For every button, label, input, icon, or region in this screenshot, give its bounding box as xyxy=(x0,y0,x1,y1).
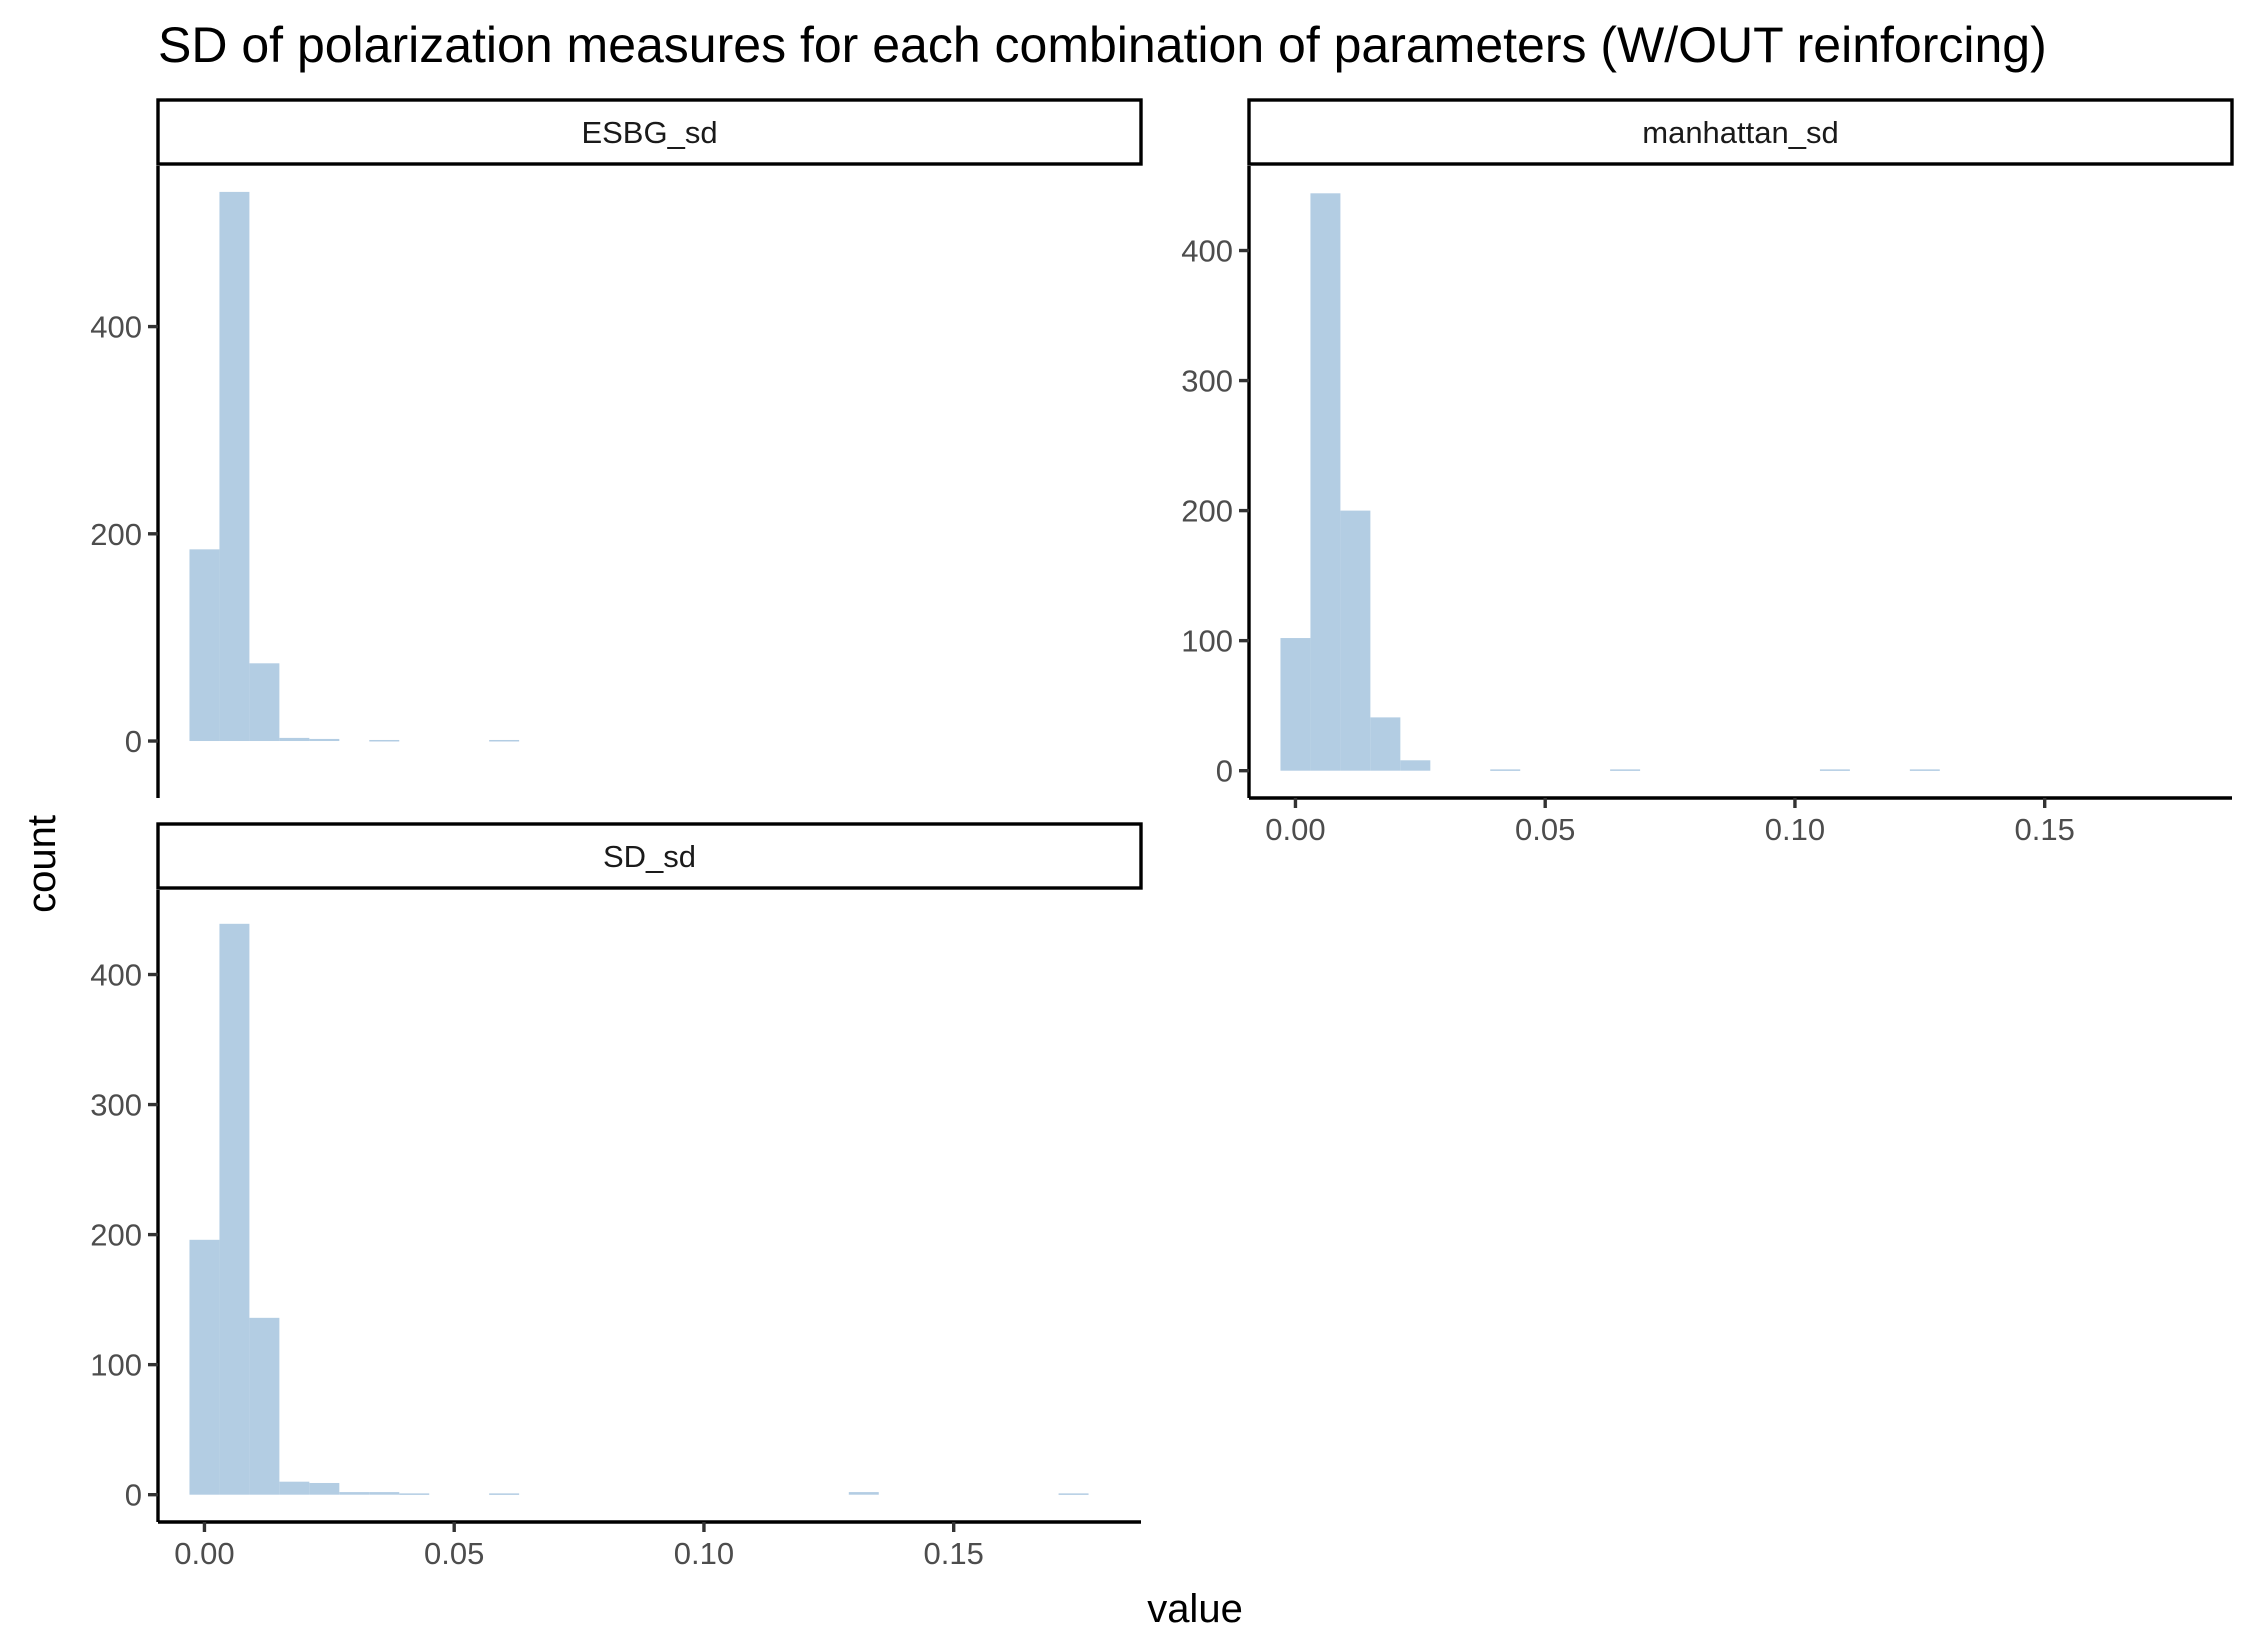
histogram-bar xyxy=(1058,1493,1089,1495)
y-tick-label: 200 xyxy=(1181,494,1233,529)
x-tick-label: 0.15 xyxy=(2015,812,2075,847)
histogram-bar xyxy=(1340,510,1371,771)
x-tick-label: 0.05 xyxy=(424,1536,484,1571)
y-tick-label: 0 xyxy=(125,724,142,759)
histogram-bar xyxy=(1310,193,1341,771)
y-tick-label: 100 xyxy=(90,1348,142,1383)
histogram-bar xyxy=(189,1239,220,1495)
panel-SD_sd: SD_sd 0 100 200 300 400 0.00 0.05 0.10 0.15 xyxy=(90,822,1143,1571)
histogram-bar xyxy=(1490,769,1521,771)
histogram-bar xyxy=(848,1492,879,1495)
panel-ESBG_sd: ESBG_sd 0 200 400 xyxy=(90,98,1143,798)
x-tick-label: 0.05 xyxy=(1515,812,1575,847)
histogram-bar xyxy=(1610,769,1641,771)
facet-strip-label: SD_sd xyxy=(603,839,696,874)
y-tick-label: 300 xyxy=(1181,364,1233,399)
y-axis-title: count xyxy=(20,815,64,913)
y-tick-label: 400 xyxy=(90,958,142,993)
histogram-bar xyxy=(279,737,310,742)
histogram-bar xyxy=(369,1492,400,1495)
histogram-bar xyxy=(189,549,220,742)
y-tick-label: 100 xyxy=(1181,624,1233,659)
histogram-bar xyxy=(399,1493,430,1495)
facet-panels: ESBG_sd 0 200 400 manhattan_sd 0 100 200 300 400 0… xyxy=(90,98,2234,1571)
y-tick-label: 0 xyxy=(125,1478,142,1513)
x-tick-label: 0.00 xyxy=(1265,812,1325,847)
histogram-bar xyxy=(489,739,520,742)
facet-strip xyxy=(156,822,1143,890)
y-tick-label: 400 xyxy=(90,310,142,345)
x-tick-label: 0.00 xyxy=(174,1536,234,1571)
facet-strip xyxy=(1247,98,2234,166)
histogram-bar xyxy=(309,738,340,742)
histogram-bar xyxy=(249,663,280,742)
x-tick-label: 0.10 xyxy=(674,1536,734,1571)
histogram-bar xyxy=(1280,638,1311,771)
histogram-bar xyxy=(339,1492,370,1495)
histogram-bar xyxy=(219,923,250,1495)
y-tick-label: 200 xyxy=(90,1218,142,1253)
y-tick-label: 0 xyxy=(1216,754,1233,789)
y-tick-label: 300 xyxy=(90,1088,142,1123)
chart-title: SD of polarization measures for each com… xyxy=(158,17,2047,73)
x-axis-title: value xyxy=(1147,1587,1243,1631)
panel-manhattan_sd: manhattan_sd 0 100 200 300 400 0.00 0.05 0.10 0.1… xyxy=(1181,98,2234,847)
facet-strip xyxy=(156,98,1143,166)
histogram-bar xyxy=(219,191,250,742)
histogram-bar xyxy=(309,1482,340,1495)
x-tick-label: 0.15 xyxy=(924,1536,984,1571)
y-tick-label: 200 xyxy=(90,517,142,552)
histogram-bar xyxy=(369,739,400,742)
y-tick-label: 400 xyxy=(1181,234,1233,269)
histogram-bar xyxy=(1370,717,1401,771)
histogram-bar xyxy=(1819,769,1850,771)
facet-strip-label: ESBG_sd xyxy=(581,115,717,150)
histogram-bar xyxy=(279,1481,310,1495)
histogram-bar xyxy=(1909,769,1940,771)
histogram-bar xyxy=(489,1493,520,1495)
histogram-bar xyxy=(249,1317,280,1495)
histogram-bar xyxy=(1400,760,1431,771)
facet-strip-label: manhattan_sd xyxy=(1642,115,1838,150)
x-tick-label: 0.10 xyxy=(1765,812,1825,847)
